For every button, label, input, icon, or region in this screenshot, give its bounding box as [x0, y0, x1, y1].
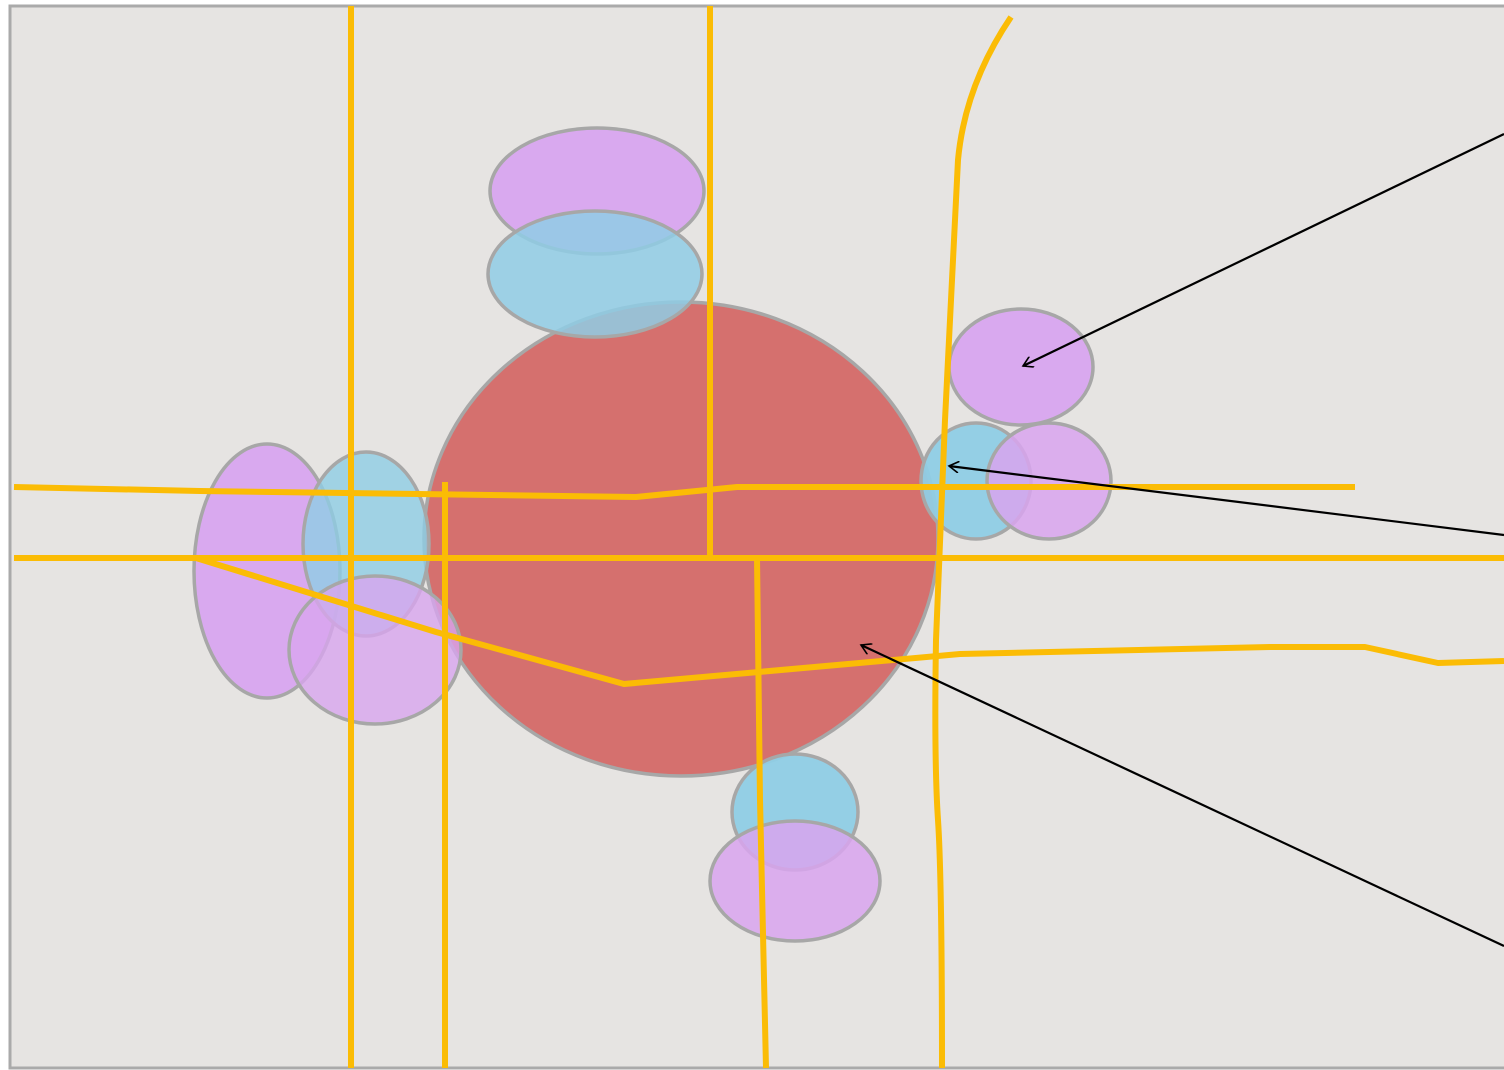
road-vertical-4 — [754, 557, 769, 1069]
purple-zone-west-inner[interactable] — [287, 574, 463, 726]
blue-zone-north[interactable] — [486, 209, 704, 339]
road-network — [13, 6, 1504, 1069]
purple-zone-south[interactable] — [708, 819, 882, 943]
road-horizontal-upper — [13, 484, 1355, 500]
purple-zone-east-bottom[interactable] — [985, 421, 1113, 541]
callout-arrow-blue-zone — [949, 466, 1504, 537]
purple-zone-east-top[interactable] — [947, 307, 1095, 427]
callout-arrow-purple-zone — [1023, 133, 1504, 366]
callout-arrow-core-zone — [861, 645, 1504, 947]
road-diagonal-southwest — [195, 555, 1504, 687]
core-zone[interactable] — [422, 300, 940, 778]
callout-arrows — [861, 133, 1504, 947]
road-curved-east — [932, 15, 1014, 1069]
